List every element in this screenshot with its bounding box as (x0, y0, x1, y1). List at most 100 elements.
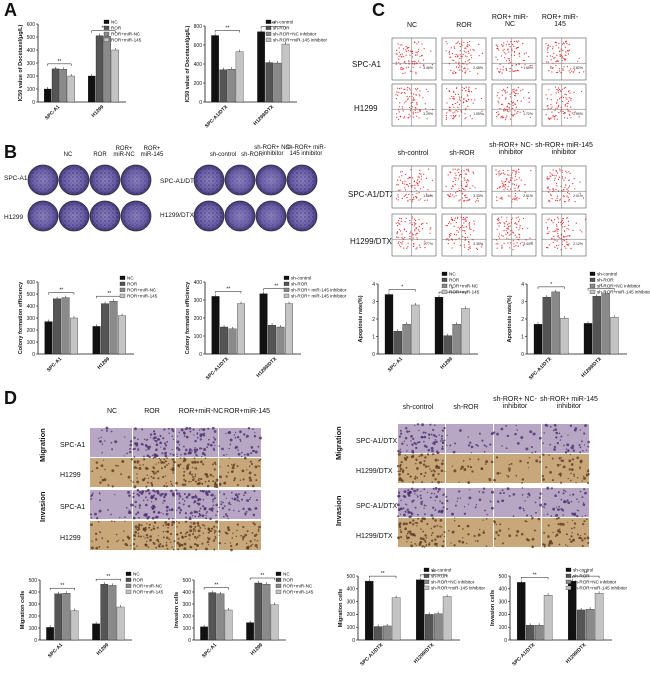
flow-event (411, 101, 414, 103)
cell (203, 448, 207, 451)
flow-event (419, 169, 421, 171)
y-tick-label: 500 (183, 578, 192, 584)
flow-event (466, 56, 468, 58)
flow-event (515, 184, 518, 186)
flow-event (556, 107, 558, 109)
flow-event (501, 246, 503, 248)
y-tick-label: 3 (521, 299, 524, 305)
flow-event (503, 110, 505, 112)
flow-event (503, 243, 505, 245)
flow-event (547, 61, 550, 63)
flow-event (560, 185, 562, 187)
flow-event (400, 242, 402, 244)
flow-plot: 1.05% (441, 83, 487, 127)
legend-swatch (441, 277, 448, 282)
flow-event (548, 200, 550, 202)
flow-event (398, 223, 400, 225)
flow-event (514, 198, 516, 201)
flow-event (551, 55, 554, 57)
cell (237, 452, 241, 456)
flow-plot: 2.48% (441, 37, 487, 81)
flow-event (505, 98, 507, 100)
flow-event (558, 51, 561, 53)
cell (146, 481, 149, 484)
flow-event (400, 220, 402, 222)
cell (189, 430, 192, 433)
bar (391, 597, 401, 641)
flow-event (420, 175, 423, 177)
flow-event (546, 49, 548, 51)
flow-event (467, 168, 469, 170)
cell (223, 482, 225, 485)
flow-event (503, 189, 505, 191)
y-tick-label: 500 (27, 35, 36, 41)
flow-event (405, 217, 407, 220)
bar (237, 303, 245, 355)
flow-event (466, 94, 468, 96)
flow-event (449, 109, 451, 111)
flow-event (505, 92, 507, 94)
flow-event (458, 66, 460, 68)
flow-event (545, 43, 547, 45)
cell (222, 454, 225, 457)
flow-event (570, 68, 572, 70)
flow-event (549, 189, 551, 191)
category-label: H1299 (96, 642, 111, 657)
bar (62, 593, 71, 641)
bar (59, 69, 68, 103)
cell (157, 462, 160, 464)
flow-event (426, 110, 428, 112)
flow-event (465, 194, 467, 196)
legend-label: sh-ROR (431, 573, 448, 578)
flow-event (473, 49, 475, 51)
flow-event (454, 93, 457, 95)
cell (146, 467, 149, 470)
flow-event (401, 236, 403, 238)
flow-event (555, 199, 557, 201)
flow-event (459, 226, 461, 229)
sig-marker: ** (106, 574, 110, 580)
flow-event (557, 216, 559, 218)
flow-event (460, 110, 462, 112)
legend-swatch (265, 37, 272, 42)
flow-event (409, 222, 411, 224)
legend-label: sh-ROR+ miR-145 inhibitor (291, 287, 347, 292)
cell (212, 475, 215, 478)
category-label: SPC-A1/DTX (528, 356, 554, 382)
cell (194, 475, 197, 478)
flow-event (446, 112, 448, 114)
flow-event (412, 111, 414, 113)
y-tick-label: 100 (499, 625, 508, 631)
flow-event (469, 234, 472, 236)
cell (126, 452, 128, 455)
flow-event (551, 173, 553, 175)
flow-event (554, 246, 556, 248)
flow-event (420, 223, 422, 225)
y-tick-label: 400 (29, 590, 38, 596)
y-tick-label: 0 (199, 100, 202, 106)
flow-event (550, 67, 552, 69)
y-tick-label: 400 (27, 304, 36, 310)
flow-event (411, 223, 413, 225)
flow-event (472, 171, 474, 173)
cell (193, 448, 197, 452)
cell (200, 428, 203, 430)
flow-event (513, 170, 515, 172)
flow-event (500, 103, 503, 105)
flow-event (564, 245, 566, 248)
flow-event (399, 102, 401, 104)
flow-event (567, 220, 570, 222)
cell (148, 455, 151, 459)
flow-event (416, 103, 418, 105)
flow-event (517, 186, 520, 188)
flow-event (562, 235, 565, 237)
flow-event (518, 221, 520, 223)
flow-event (568, 44, 570, 46)
flow-event (500, 68, 502, 70)
flow-event (522, 110, 525, 112)
cell (134, 427, 137, 431)
flow-event (514, 89, 516, 91)
y-tick-label: 600 (27, 22, 36, 28)
